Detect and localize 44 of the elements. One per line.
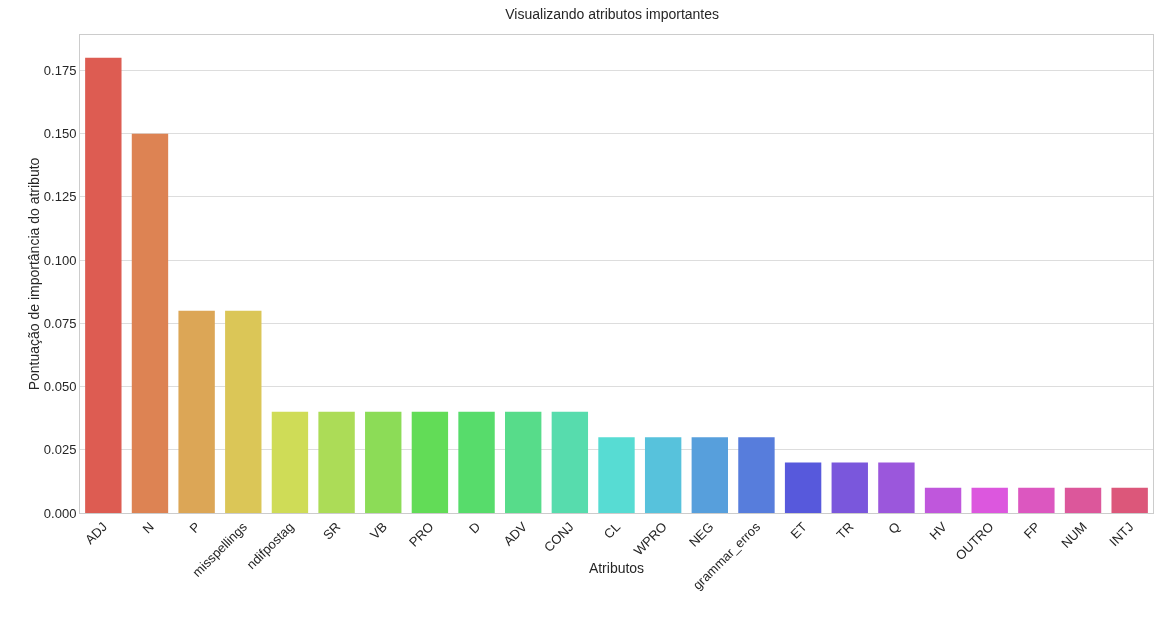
x-tick-label: SR xyxy=(319,519,344,543)
bar xyxy=(85,57,122,513)
bar xyxy=(178,310,215,513)
bar xyxy=(551,411,589,513)
bar xyxy=(924,487,962,513)
y-tick-label: 0.125 xyxy=(43,189,77,205)
bar xyxy=(971,487,1008,513)
bar xyxy=(831,462,868,513)
bar xyxy=(131,133,169,513)
bar xyxy=(738,437,775,513)
bar xyxy=(1064,487,1102,513)
x-tick-label: VB xyxy=(367,519,390,543)
y-axis-title: Pontuação de importância do atributo xyxy=(25,157,42,391)
x-axis-title: Atributos xyxy=(588,560,645,577)
bar xyxy=(505,411,542,513)
bar xyxy=(365,411,402,513)
chart-title: Visualizando atributos importantes xyxy=(505,6,720,23)
x-tick-label: CL xyxy=(600,519,624,542)
x-tick-label: HV xyxy=(926,518,951,543)
bar xyxy=(1018,487,1055,513)
x-tick-label: TR xyxy=(833,519,857,543)
y-tick-label: 0.100 xyxy=(43,252,77,268)
bar xyxy=(691,437,728,513)
x-tick-label: FP xyxy=(1020,519,1044,542)
y-tick-label: 0.000 xyxy=(43,505,77,521)
x-tick-label: D xyxy=(466,519,484,537)
y-tick-label: 0.025 xyxy=(43,442,77,458)
x-tick-label: Q xyxy=(885,519,904,537)
y-tick-label: 0.175 xyxy=(43,62,77,78)
y-tick-label: 0.075 xyxy=(43,315,77,331)
x-tick-label: ET xyxy=(787,519,810,542)
bar xyxy=(411,411,449,513)
bar xyxy=(598,437,635,513)
bar xyxy=(271,411,309,513)
y-tick-label: 0.150 xyxy=(43,126,77,142)
y-tick-label: 0.050 xyxy=(43,379,77,395)
bar xyxy=(318,411,355,513)
bar xyxy=(784,462,822,513)
bar xyxy=(644,437,682,513)
bar xyxy=(458,411,495,513)
bar xyxy=(225,310,262,513)
bar xyxy=(1111,487,1148,513)
bar xyxy=(878,462,915,513)
x-tick-label: N xyxy=(139,519,157,537)
